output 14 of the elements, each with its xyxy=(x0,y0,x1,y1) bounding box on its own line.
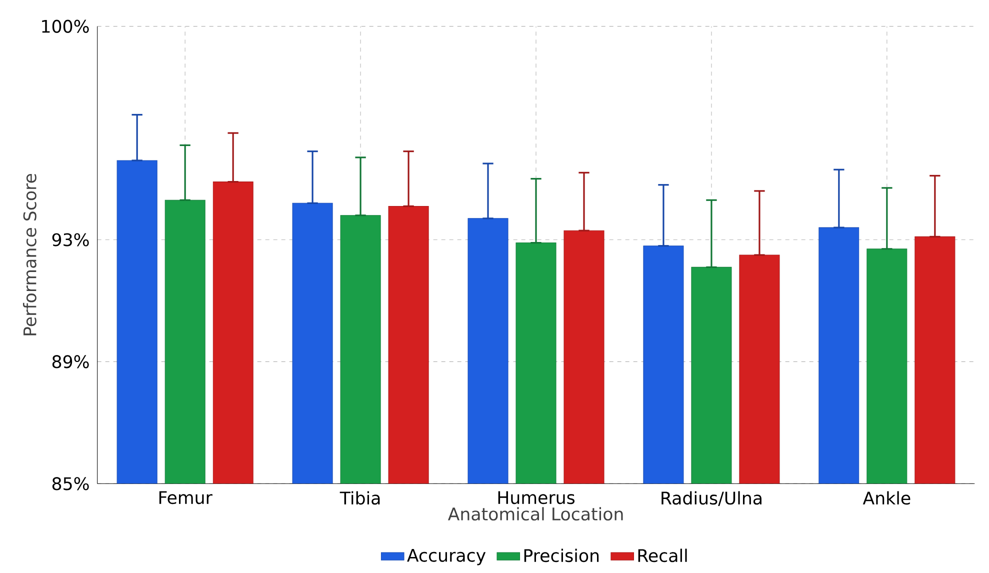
x-tick-label: Femur xyxy=(159,491,212,504)
x-tick-label: Tibia xyxy=(340,491,380,505)
legend-label: Precision xyxy=(524,548,599,562)
y-axis-title: Performance Score xyxy=(22,174,36,336)
x-axis-title: Anatomical Location xyxy=(448,507,623,521)
legend-label: Recall xyxy=(638,548,687,562)
x-tick-label: Radius/Ulna xyxy=(662,491,762,506)
y-tick-label: 85% xyxy=(52,477,89,490)
x-tick-label: Humerus xyxy=(498,491,575,504)
x-tick-label: Ankle xyxy=(862,491,910,505)
legend-label: Accuracy xyxy=(407,548,486,566)
y-tick-label: 100% xyxy=(42,20,89,33)
y-tick-label: 89% xyxy=(52,355,89,368)
y-tick-label: 93% xyxy=(52,233,89,246)
